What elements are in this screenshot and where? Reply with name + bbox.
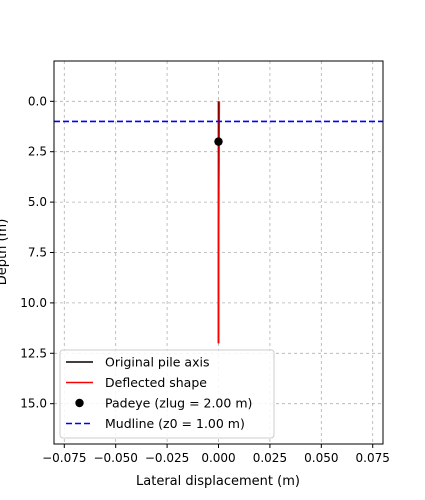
legend-box [59,349,275,439]
y-tick-label: 12.5 [20,346,47,360]
plot-series [54,101,383,344]
legend-marker [75,398,84,408]
x-axis-label: Lateral displacement (m) [136,474,300,489]
legend-label: Mudline (z0 = 1.00 m) [105,416,245,431]
x-tick-label: 0.050 [304,451,338,465]
y-tick-label: 5.0 [28,195,47,209]
y-axis-label: Depth (m) [0,219,10,286]
x-tick-label: −0.075 [42,451,86,465]
axis-ticks: −0.075 −0.050 −0.025 0.000 0.025 0.050 0.075 0.… [20,94,390,465]
x-tick-label: 0.000 [201,451,235,465]
legend-label: Deflected shape [105,375,207,390]
legend: Original pile axis Deflected shape Padeye … [59,349,275,439]
y-tick-label: 2.5 [28,145,47,159]
series-deflected-shape [217,101,221,344]
y-tick-label: 10.0 [20,296,47,310]
y-tick-label: 0.0 [28,94,47,108]
y-tick-label: 15.0 [20,397,47,411]
x-tick-label: −0.025 [145,451,189,465]
x-tick-label: 0.075 [356,451,390,465]
x-tick-label: 0.025 [253,451,287,465]
x-tick-label: −0.050 [93,451,137,465]
y-tick-label: 7.5 [28,246,47,260]
legend-label: Original pile axis [105,355,209,370]
legend-label: Padeye (zlug = 2.00 m) [105,396,252,411]
point-padeye-zlug-2-00-m [214,137,223,146]
